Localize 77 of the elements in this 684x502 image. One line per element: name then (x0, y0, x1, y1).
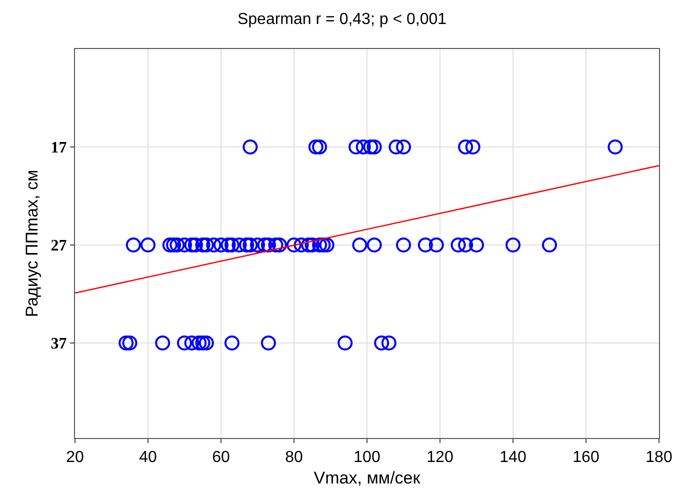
point (363, 139, 378, 154)
point (192, 335, 207, 350)
point (428, 237, 444, 252)
x-tick-label: 120 (426, 449, 454, 466)
point (352, 237, 368, 252)
point (122, 335, 138, 350)
y-axis-title: Радиус ППmax, см (22, 170, 42, 318)
point (242, 139, 258, 154)
point (458, 237, 474, 252)
chart-title: Spearman r = 0,43; p < 0,001 (237, 10, 447, 28)
point (308, 139, 324, 154)
point (388, 139, 404, 154)
x-tick-label: 20 (66, 449, 84, 466)
point (177, 237, 192, 252)
point (126, 237, 141, 252)
point (118, 335, 134, 350)
point (188, 237, 203, 252)
x-tick-label: 80 (285, 449, 303, 466)
point (316, 237, 331, 252)
point (198, 335, 214, 350)
point (458, 139, 474, 154)
x-tick-label: 180 (646, 449, 672, 466)
point (220, 237, 236, 252)
point (366, 237, 382, 252)
x-tick-label: 100 (354, 449, 380, 466)
point (170, 237, 185, 252)
point (242, 237, 258, 252)
point (319, 237, 334, 252)
point (140, 237, 156, 252)
point (469, 237, 484, 252)
point (506, 237, 520, 252)
point (198, 237, 214, 252)
point (294, 237, 309, 252)
point (301, 237, 316, 252)
point (396, 237, 411, 252)
point (232, 237, 247, 252)
point (374, 335, 390, 350)
y-tick-label: 17 (50, 140, 67, 157)
point (257, 237, 272, 252)
point (195, 335, 210, 350)
point (366, 139, 382, 154)
point (608, 139, 623, 154)
point (348, 139, 364, 154)
point (268, 237, 284, 252)
point (166, 237, 182, 252)
point (312, 237, 328, 252)
x-tick-label: 140 (500, 449, 526, 466)
point (272, 237, 287, 252)
point (224, 237, 240, 252)
point (195, 237, 210, 252)
point (450, 237, 466, 252)
point (239, 237, 254, 252)
point (206, 237, 222, 252)
point (260, 335, 276, 350)
x-tick-label: 40 (139, 449, 157, 466)
point (418, 237, 433, 252)
point (162, 237, 178, 252)
point (465, 139, 480, 154)
y-tick-label: 37 (50, 336, 67, 353)
point (356, 139, 371, 154)
point (312, 139, 328, 154)
point (542, 237, 557, 252)
x-tick-label: 160 (572, 449, 600, 466)
point (214, 237, 228, 252)
point (155, 335, 170, 350)
point (224, 335, 240, 350)
point (184, 237, 200, 252)
point (184, 335, 200, 350)
point (250, 237, 265, 252)
x-tick-label: 60 (212, 449, 230, 466)
point (286, 237, 302, 252)
point (338, 335, 353, 350)
point (396, 139, 411, 154)
point (177, 335, 192, 350)
x-axis-title: Vmax, мм/сек (314, 468, 421, 488)
y-tick-label: 27 (50, 238, 67, 255)
point (381, 335, 396, 350)
